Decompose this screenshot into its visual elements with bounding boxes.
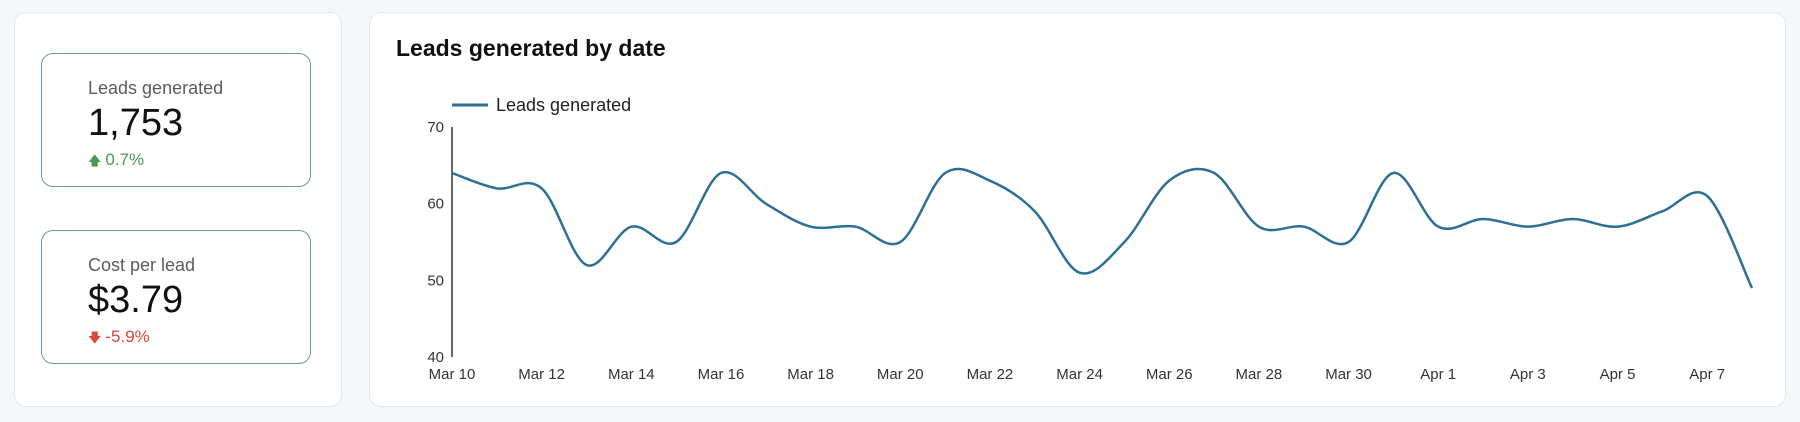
x-tick-label: Apr 1 [1420, 366, 1456, 383]
kpi-card-leads-generated: Leads generated 1,753 🡅 0.7% [41, 53, 311, 187]
x-tick-label: Mar 16 [698, 366, 745, 383]
x-tick-label: Mar 28 [1236, 366, 1283, 383]
arrow-up-icon: 🡅 [88, 153, 102, 168]
chart-panel: Leads generated by date Leads generated … [369, 12, 1786, 407]
kpi-label: Cost per lead [88, 255, 196, 275]
chart-title: Leads generated by date [396, 35, 666, 61]
kpi-label: Leads generated [88, 78, 224, 98]
x-tick-label: Mar 18 [787, 366, 834, 383]
y-axis: 40 50 60 70 [427, 119, 444, 366]
chart-legend: Leads generated [452, 95, 631, 115]
y-tick-label: 50 [427, 272, 444, 289]
x-tick-label: Apr 7 [1689, 366, 1725, 383]
kpi-delta-value: 0.7% [105, 150, 145, 169]
x-tick-label: Mar 20 [877, 366, 924, 383]
x-tick-label: Apr 3 [1510, 366, 1546, 383]
x-tick-label: Mar 22 [967, 366, 1014, 383]
kpi-value: 1,753 [88, 102, 184, 144]
y-tick-label: 40 [427, 349, 444, 366]
x-tick-label: Mar 24 [1056, 366, 1103, 383]
x-tick-label: Mar 10 [429, 366, 476, 383]
y-tick-label: 70 [427, 119, 444, 136]
y-tick-label: 60 [427, 196, 444, 213]
x-tick-label: Mar 14 [608, 366, 655, 383]
legend-label[interactable]: Leads generated [496, 95, 631, 115]
kpi-delta-value: -5.9% [105, 327, 150, 346]
kpi-delta: 🡇 -5.9% [88, 327, 150, 351]
arrow-down-icon: 🡇 [88, 330, 102, 345]
x-tick-label: Mar 30 [1325, 366, 1372, 383]
x-tick-label: Apr 5 [1600, 366, 1636, 383]
x-tick-label: Mar 26 [1146, 366, 1193, 383]
x-axis: Mar 10 Mar 12 Mar 14 Mar 16 Mar 18 Mar 20 Mar … [429, 366, 1725, 383]
kpi-value: $3.79 [88, 279, 184, 321]
series-line-leads-generated[interactable] [451, 167, 1754, 289]
kpi-card-cost-per-lead: Cost per lead $3.79 🡇 -5.9% [41, 230, 311, 364]
kpi-delta: 🡅 0.7% [88, 150, 144, 174]
x-tick-label: Mar 12 [518, 366, 565, 383]
kpi-panel: Leads generated 1,753 🡅 0.7% Cost per lea… [14, 12, 342, 407]
